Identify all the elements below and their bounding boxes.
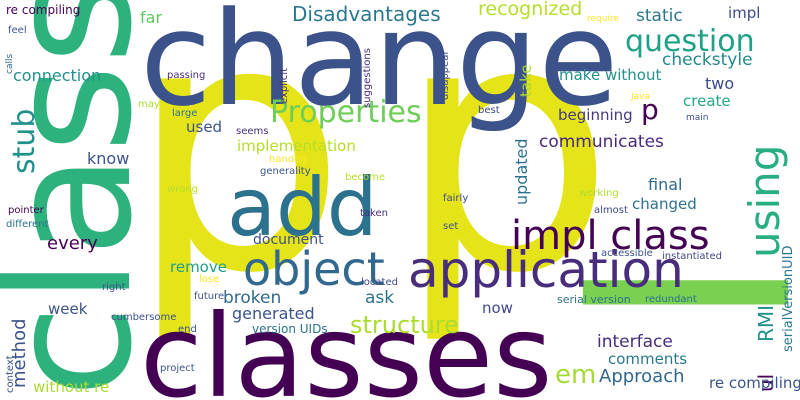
word-changed: changed [632, 197, 697, 212]
word-best: best [478, 106, 500, 116]
word-connection: connection [13, 68, 101, 84]
word-using: using [744, 145, 786, 258]
word-remove: remove [170, 260, 227, 275]
word-know: know [87, 151, 129, 167]
word-accessible: accessible [601, 249, 653, 259]
word-end: end [178, 325, 197, 335]
word-feel: feel [8, 26, 27, 36]
word-located: located [361, 278, 398, 288]
word-rmi: RMI [756, 305, 776, 342]
word-may: may [138, 100, 160, 110]
word-without-re: without re [33, 380, 109, 395]
word-take: take [519, 65, 534, 97]
word-handed: handed [269, 155, 307, 165]
word-make-without: make without [559, 68, 661, 83]
word-taken: taken [360, 209, 388, 219]
word-wrong: wrong [167, 185, 198, 195]
word-implementation: implementation [237, 139, 356, 154]
word-fairly: fairly [443, 194, 468, 204]
word-redundant: redundant [645, 295, 697, 305]
word-lose: lose [199, 275, 219, 285]
word-now: now [482, 301, 513, 316]
word-set: set [443, 222, 458, 232]
word-passing: passing [167, 71, 205, 81]
word-disadvantages: Disadvantages [292, 4, 441, 24]
word-every: every [47, 235, 98, 253]
word-comments: comments [608, 352, 687, 367]
word-serial-version: serial version [557, 294, 631, 305]
word-stub: stub [10, 109, 40, 174]
word-instantiated: instantiated [662, 252, 722, 262]
word-checkstyle: checkstyle [662, 52, 753, 69]
word-ask: ask [365, 290, 394, 307]
word-project: project [160, 364, 195, 374]
word-main: main [686, 114, 709, 123]
word-cumbersome: cumbersome [111, 313, 176, 323]
word-interface: interface [597, 334, 673, 351]
word-java: Java [631, 93, 650, 102]
word-create: create [683, 94, 731, 109]
word-far: far [140, 10, 162, 26]
word-suggestions: suggestions [363, 48, 373, 108]
word-context: context [6, 355, 16, 393]
word-used: used [186, 120, 222, 135]
word-become: become [345, 173, 385, 183]
word-disappear: disappear [441, 50, 451, 100]
word-future: future [194, 292, 224, 302]
word-beginning: beginning [558, 108, 633, 123]
word-impl: impl [728, 6, 760, 21]
word-new: re compiling [709, 376, 800, 391]
word-final: final [648, 177, 682, 193]
word-static: static [636, 8, 683, 25]
word-document: document [253, 233, 324, 247]
word-working: working [579, 189, 619, 199]
word-properties: Properties [270, 98, 422, 128]
word-two: two [705, 76, 734, 92]
word-right: right [102, 283, 126, 293]
word-approach: Approach [599, 368, 685, 386]
word-re-compiling: re compiling [6, 4, 80, 16]
word-structure: structure [350, 313, 459, 337]
word-em: em [555, 362, 596, 388]
word-week: week [48, 302, 87, 317]
word-large: large [172, 109, 197, 119]
word-pointer: pointer [8, 206, 44, 216]
word-version-uids: version UIDs [252, 323, 328, 335]
word-almost: almost [594, 206, 628, 216]
word-recognized: recognized [478, 0, 582, 19]
word-explicit: explicit [280, 68, 290, 104]
word-different: different [6, 220, 48, 230]
word-communicates: communicates [539, 134, 664, 151]
word-updated: updated [514, 138, 530, 205]
word-serialversionuid: serialVersionUID [782, 246, 795, 352]
word-generality: generality [260, 167, 311, 177]
word-generated: generated [232, 306, 315, 322]
word-require: require [587, 15, 619, 24]
word-calls: calls [6, 54, 15, 74]
word-seems: seems [236, 127, 268, 137]
